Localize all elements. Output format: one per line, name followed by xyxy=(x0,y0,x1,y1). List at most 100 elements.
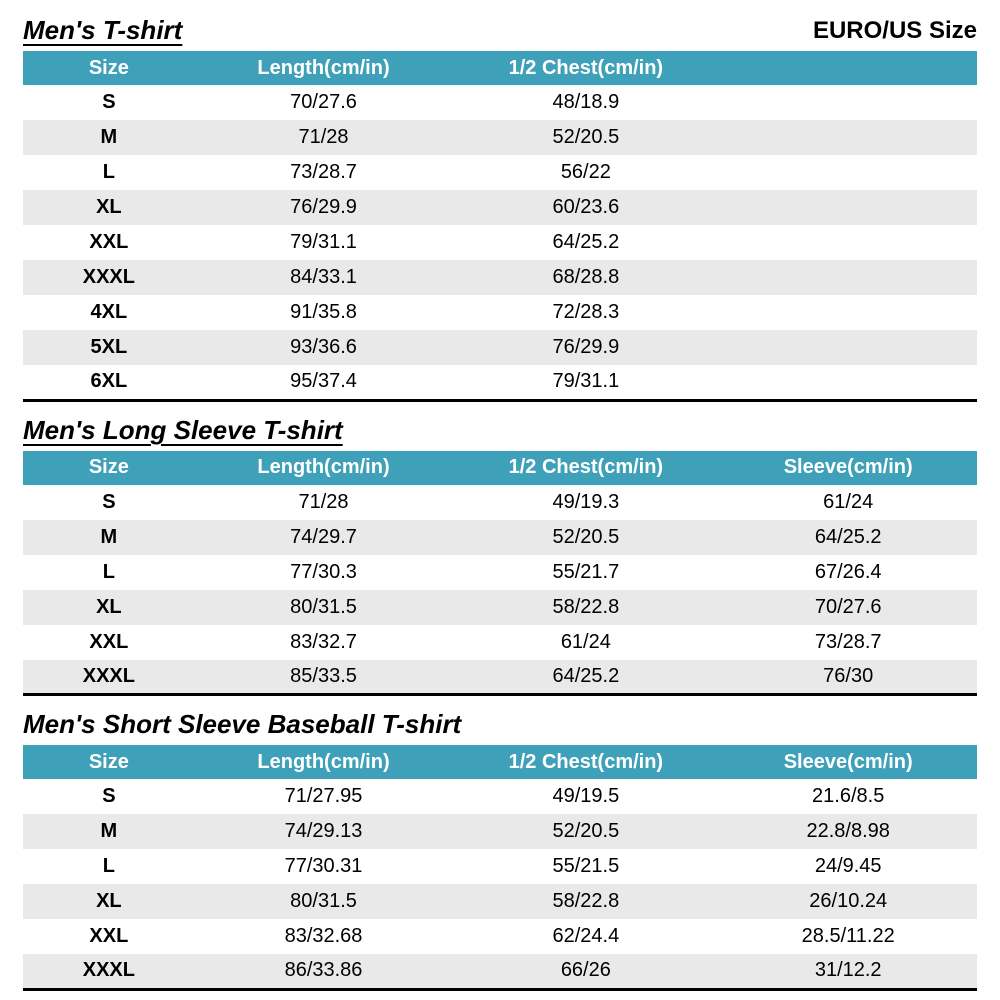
table-row: 5XL 93/36.6 76/29.9 xyxy=(23,330,977,365)
size-cell: M xyxy=(100,820,118,842)
measurement-cell: 61/24 xyxy=(823,490,874,513)
column-header-length: Length(cm/in) xyxy=(194,450,453,485)
measurement-cell: 64/25.2 xyxy=(552,231,620,253)
size-cell: XL xyxy=(96,196,122,218)
measurement-cell: 95/37.4 xyxy=(290,370,357,393)
measurement-cell: 86/33.86 xyxy=(284,959,363,982)
measurement-cell: 66/26 xyxy=(560,959,611,982)
size-cell: S xyxy=(102,490,116,513)
size-cell: XXL xyxy=(89,925,129,947)
measurement-cell: 62/24.4 xyxy=(552,925,620,947)
measurement-cell: 85/33.5 xyxy=(290,664,357,687)
measurement-cell: 56/22 xyxy=(560,161,611,183)
table-body: S 70/27.6 48/18.9 M 71/28 52/20.5 L 73/28.7 56/2… xyxy=(23,85,977,400)
measurement-cell: 83/32.7 xyxy=(290,630,357,653)
size-cell: XXL xyxy=(89,630,129,653)
size-cell: XXXL xyxy=(82,266,135,288)
size-cell: M xyxy=(100,126,118,148)
measurement-cell xyxy=(719,120,977,155)
measurement-cell: 55/21.7 xyxy=(552,560,620,583)
measurement-cell: 61/24 xyxy=(560,630,611,653)
measurement-cell: 58/22.8 xyxy=(552,595,620,618)
measurement-cell: 55/21.5 xyxy=(552,855,620,877)
table-row: 4XL 91/35.8 72/28.3 xyxy=(23,295,977,330)
table-body: S 71/28 49/19.3 61/24 M 74/29.7 52/20.5 64/25.2… xyxy=(23,484,977,695)
table-row: M 74/29.13 52/20.5 22.8/8.98 xyxy=(23,814,977,849)
measurement-cell: 64/25.2 xyxy=(552,664,620,687)
section-title-mens-short-sleeve-baseball-tshirt: Men's Short Sleeve Baseball T-shirt xyxy=(23,709,462,739)
measurement-cell: 74/29.7 xyxy=(290,525,357,548)
measurement-cell: 49/19.5 xyxy=(552,785,620,807)
column-header-length: Length(cm/in) xyxy=(194,745,453,779)
table-head: Size Length(cm/in) 1/2 Chest(cm/in) Slee… xyxy=(23,450,977,485)
measurement-cell: 77/30.31 xyxy=(284,855,363,877)
measurement-cell xyxy=(719,365,977,400)
column-header-size: Size xyxy=(23,745,195,779)
column-header-chest: 1/2 Chest(cm/in) xyxy=(452,450,720,485)
measurement-cell xyxy=(719,295,977,330)
measurement-cell: 58/22.8 xyxy=(552,890,620,912)
measurement-cell xyxy=(719,330,977,365)
table-body: S 71/27.95 49/19.5 21.6/8.5 M 74/29.13 52/20.5… xyxy=(23,779,977,989)
size-cell: S xyxy=(102,785,116,807)
table-row: 6XL 95/37.4 79/31.1 xyxy=(23,365,977,400)
measurement-cell: 52/20.5 xyxy=(552,820,620,842)
size-cell: XXL xyxy=(89,231,129,253)
size-cell: L xyxy=(102,161,115,183)
column-header-sleeve: Sleeve(cm/in) xyxy=(719,745,977,779)
measurement-cell: 76/30 xyxy=(823,664,874,687)
section-title-mens-tshirt: Men's T-shirt xyxy=(23,15,183,45)
table-head: Size Length(cm/in) 1/2 Chest(cm/in) xyxy=(23,51,977,85)
measurement-cell xyxy=(719,260,977,295)
measurement-cell: 73/28.7 xyxy=(290,161,357,183)
measurement-cell: 74/29.13 xyxy=(284,820,363,842)
measurement-cell xyxy=(719,155,977,190)
table-header-row: Size Length(cm/in) 1/2 Chest(cm/in) Slee… xyxy=(23,450,977,485)
measurement-cell: 83/32.68 xyxy=(284,925,363,947)
measurement-cell: 26/10.24 xyxy=(809,890,888,912)
measurement-cell: 76/29.9 xyxy=(552,336,620,358)
table-row: M 71/28 52/20.5 xyxy=(23,120,977,155)
measurement-cell: 70/27.6 xyxy=(814,595,882,618)
measurement-cell: 70/27.6 xyxy=(290,91,357,113)
size-cell: XXXL xyxy=(82,664,135,687)
measurement-cell: 79/31.1 xyxy=(552,370,620,393)
measurement-cell xyxy=(719,225,977,260)
measurement-cell xyxy=(719,190,977,225)
table-row: XL 76/29.9 60/23.6 xyxy=(23,190,977,225)
measurement-cell: 93/36.6 xyxy=(290,336,357,358)
measurement-cell: 91/35.8 xyxy=(290,301,357,323)
table-row: L 77/30.3 55/21.7 67/26.4 xyxy=(23,554,977,590)
measurement-cell: 73/28.7 xyxy=(814,630,882,653)
column-header-chest: 1/2 Chest(cm/in) xyxy=(452,745,720,779)
size-cell: S xyxy=(102,91,116,113)
measurement-cell: 28.5/11.22 xyxy=(801,925,895,947)
table-row: XXXL 84/33.1 68/28.8 xyxy=(23,260,977,295)
table-row: XXL 83/32.68 62/24.4 28.5/11.22 xyxy=(23,919,977,954)
table-row: L 77/30.31 55/21.5 24/9.45 xyxy=(23,849,977,884)
measurement-cell: 52/20.5 xyxy=(552,126,620,148)
measurement-cell: 76/29.9 xyxy=(290,196,357,218)
measurement-cell: 21.6/8.5 xyxy=(812,785,885,807)
measurement-cell: 22.8/8.98 xyxy=(806,820,890,842)
table-row: XXL 79/31.1 64/25.2 xyxy=(23,225,977,260)
section-header: Men's T-shirt EURO/US Size xyxy=(23,0,977,46)
table-row: S 71/28 49/19.3 61/24 xyxy=(23,484,977,520)
column-header-sleeve: Sleeve(cm/in) xyxy=(719,450,977,485)
size-table-mens-short-sleeve-baseball-tshirt: Size Length(cm/in) 1/2 Chest(cm/in) Slee… xyxy=(23,745,977,991)
column-header-chest: 1/2 Chest(cm/in) xyxy=(452,51,720,85)
measurement-cell: 72/28.3 xyxy=(552,301,620,323)
size-cell: L xyxy=(102,855,115,877)
measurement-cell: 84/33.1 xyxy=(290,266,357,288)
measurement-cell: 52/20.5 xyxy=(552,525,620,548)
table-row: M 74/29.7 52/20.5 64/25.2 xyxy=(23,519,977,555)
section-mens-long-sleeve-tshirt: Men's Long Sleeve T-shirt Size Length(cm… xyxy=(23,414,977,696)
size-cell: 5XL xyxy=(90,336,128,358)
size-cell: M xyxy=(100,525,118,548)
measurement-cell: 49/19.3 xyxy=(552,490,620,513)
measurement-cell: 60/23.6 xyxy=(552,196,620,218)
table-head: Size Length(cm/in) 1/2 Chest(cm/in) Slee… xyxy=(23,745,977,779)
size-cell: XL xyxy=(96,890,122,912)
measurement-cell: 67/26.4 xyxy=(814,560,882,583)
